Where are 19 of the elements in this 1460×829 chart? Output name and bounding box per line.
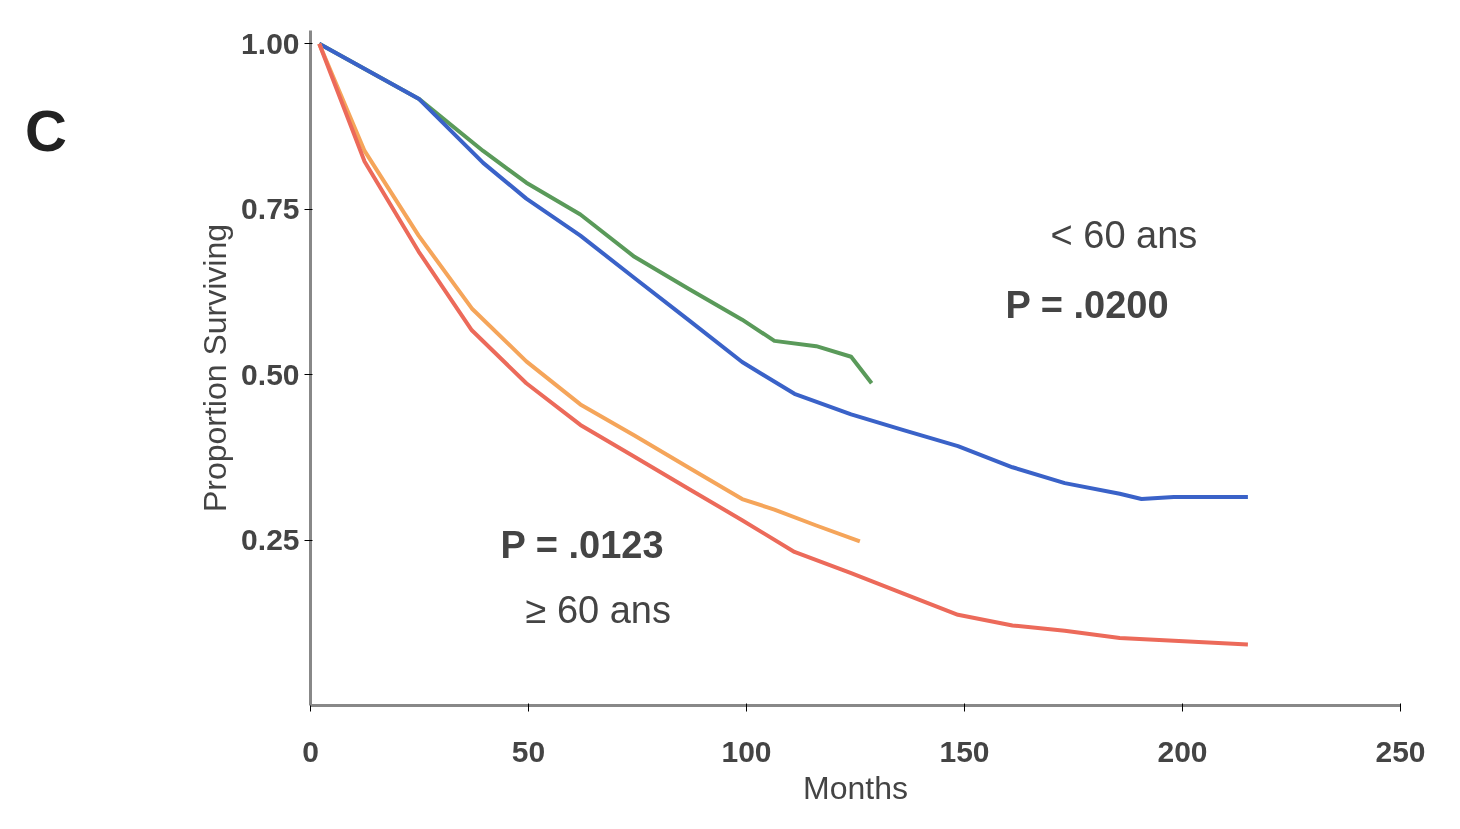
y-tick-label: 0.75 [241,192,300,226]
y-tick-label: 1.00 [241,26,300,60]
line-series [317,41,1250,647]
line-series [317,41,1250,502]
y-tick-label: 0.25 [241,523,300,557]
annotation: P = .0200 [1005,283,1169,326]
x-tick-label: 200 [1157,734,1208,768]
text: C [25,97,67,165]
x-tick-label: 0 [302,734,319,768]
annotation: < 60 ans [1050,213,1198,256]
annotation: P = .0123 [500,523,664,566]
y-axis-title: Proportion Surviving [197,223,234,513]
x-axis-title: Months [803,769,908,806]
x-tick-label: 100 [721,734,772,768]
x-tick-label: 250 [1375,734,1426,768]
annotation: ≥ 60 ans [525,588,672,631]
x-tick-label: 50 [511,734,546,768]
y-tick-label: 0.50 [241,357,300,391]
x-tick-label: 150 [939,734,990,768]
